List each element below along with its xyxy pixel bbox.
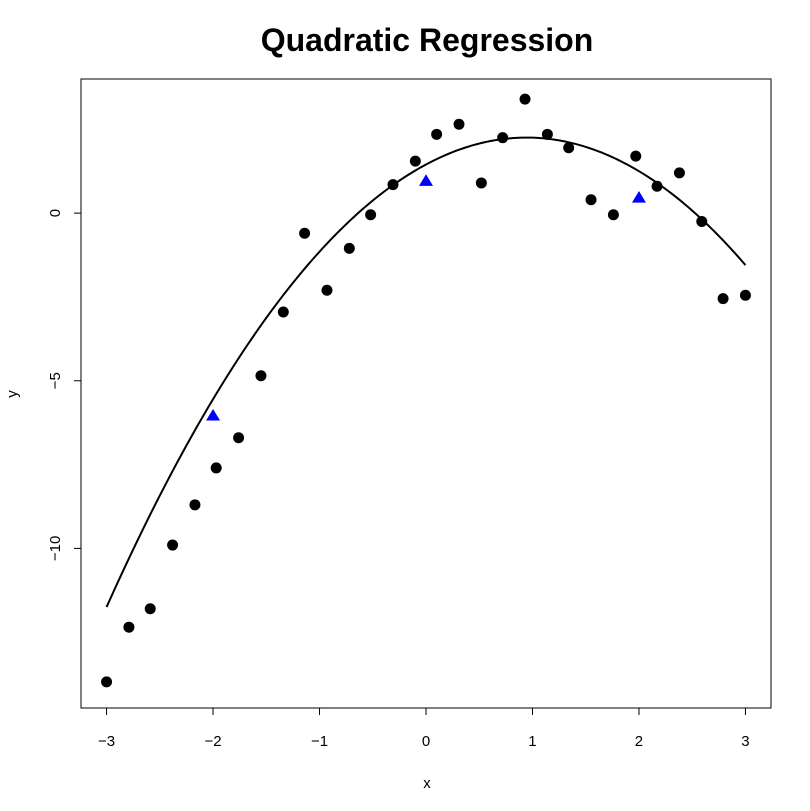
fit-layer — [105, 136, 747, 608]
circle-point — [167, 539, 179, 551]
circle-point — [233, 432, 245, 444]
circle-point — [123, 621, 135, 633]
circle-point — [630, 150, 642, 162]
circle-point — [651, 180, 663, 192]
triangle-point — [419, 174, 433, 186]
circle-point — [210, 462, 222, 474]
circle-point — [673, 167, 685, 179]
triangle-point — [206, 408, 221, 421]
y-axis: −10 −5 0 — [47, 209, 82, 561]
circle-point — [189, 499, 201, 511]
circle-point — [387, 179, 399, 191]
x-axis-label: x — [423, 775, 431, 792]
circle-point — [497, 132, 509, 144]
circle-point — [696, 215, 708, 227]
y-axis-label: y — [4, 390, 21, 398]
x-tick-label: −2 — [204, 733, 221, 750]
x-tick-label: 2 — [635, 733, 643, 750]
x-tick-label: 1 — [528, 733, 536, 750]
triangle-point — [631, 191, 646, 203]
circle-point — [475, 177, 487, 189]
x-tick-label: 3 — [741, 733, 749, 750]
circle-point — [607, 209, 619, 221]
plot-frame — [80, 78, 772, 709]
y-tick-label: 0 — [47, 209, 64, 217]
circle-point — [585, 194, 597, 206]
y-tick-label: −10 — [47, 536, 64, 561]
fit-curve — [105, 136, 747, 608]
points-layer — [101, 93, 751, 688]
circle-point — [409, 155, 421, 167]
y-tick-label: −5 — [47, 372, 64, 389]
circle-point — [717, 293, 729, 305]
x-tick-label: −1 — [311, 733, 328, 750]
circle-point — [299, 227, 311, 239]
chart-title: Quadratic Regression — [261, 22, 594, 58]
circle-point — [144, 603, 156, 615]
circle-point — [541, 128, 553, 140]
x-tick-label: 0 — [422, 733, 430, 750]
circle-point — [453, 118, 465, 130]
circle-point — [101, 676, 113, 688]
circle-point — [255, 370, 267, 382]
x-tick-label: −3 — [98, 733, 115, 750]
circle-point — [431, 128, 443, 140]
circle-point — [321, 284, 333, 296]
circle-point — [365, 209, 377, 221]
circle-point — [739, 289, 751, 301]
circle-point — [343, 242, 355, 254]
x-axis: −3 −2 −1 0 1 2 3 — [98, 707, 750, 750]
circle-point — [519, 93, 531, 105]
circle-point — [563, 142, 575, 154]
circle-point — [277, 306, 289, 318]
